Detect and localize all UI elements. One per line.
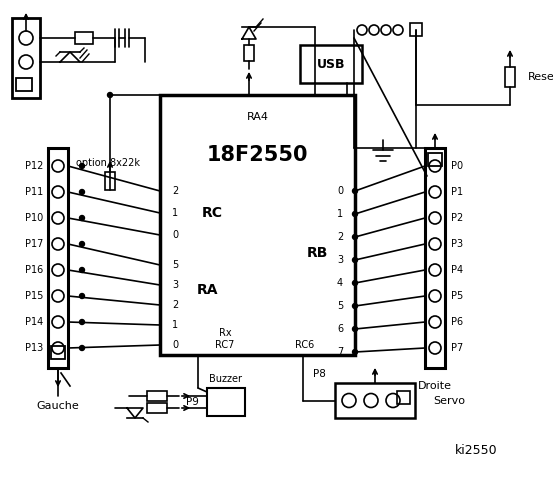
- Text: P16: P16: [25, 265, 43, 275]
- Bar: [300, 45, 362, 83]
- Text: P1: P1: [451, 187, 463, 197]
- Text: P5: P5: [451, 291, 463, 301]
- Circle shape: [80, 216, 85, 220]
- Text: Buzzer: Buzzer: [210, 374, 243, 384]
- Bar: [75, 32, 93, 44]
- Text: 5: 5: [337, 301, 343, 311]
- Bar: [425, 148, 445, 368]
- Text: P15: P15: [25, 291, 43, 301]
- Text: 18F2550: 18F2550: [207, 145, 308, 165]
- Text: P12: P12: [25, 161, 43, 171]
- Circle shape: [352, 280, 357, 286]
- Text: P9: P9: [186, 397, 199, 407]
- Text: 2: 2: [172, 300, 178, 310]
- Text: P0: P0: [451, 161, 463, 171]
- Text: P17: P17: [25, 239, 43, 249]
- Bar: [16, 78, 32, 91]
- Text: 0: 0: [172, 230, 178, 240]
- Text: 2: 2: [337, 232, 343, 242]
- Bar: [207, 388, 245, 416]
- Bar: [410, 23, 422, 36]
- Text: Rx: Rx: [218, 328, 231, 338]
- Text: 4: 4: [337, 278, 343, 288]
- Text: 3: 3: [172, 280, 178, 290]
- Bar: [12, 18, 40, 98]
- Text: P14: P14: [25, 317, 43, 327]
- Circle shape: [80, 267, 85, 273]
- Text: P3: P3: [451, 239, 463, 249]
- Text: P13: P13: [25, 343, 43, 353]
- Text: Droite: Droite: [418, 381, 452, 391]
- Text: P2: P2: [451, 213, 463, 223]
- Circle shape: [80, 320, 85, 324]
- Text: P11: P11: [25, 187, 43, 197]
- Text: Gauche: Gauche: [36, 401, 80, 411]
- Circle shape: [352, 189, 357, 193]
- Text: RB: RB: [306, 246, 328, 260]
- Circle shape: [352, 235, 357, 240]
- Circle shape: [80, 164, 85, 168]
- Circle shape: [80, 241, 85, 247]
- Text: RC7: RC7: [215, 340, 234, 350]
- Text: 5: 5: [172, 260, 178, 270]
- Circle shape: [107, 93, 112, 97]
- Bar: [244, 45, 254, 61]
- Text: RA: RA: [197, 283, 219, 297]
- Circle shape: [352, 326, 357, 332]
- Text: RA4: RA4: [247, 112, 269, 122]
- Circle shape: [80, 293, 85, 299]
- Text: 0: 0: [337, 186, 343, 196]
- Text: 0: 0: [172, 340, 178, 350]
- Text: USB: USB: [317, 58, 345, 71]
- Text: RC: RC: [201, 206, 222, 220]
- Bar: [428, 153, 442, 166]
- Text: 7: 7: [337, 347, 343, 357]
- Bar: [105, 172, 115, 190]
- Bar: [335, 383, 415, 418]
- Circle shape: [80, 190, 85, 194]
- Text: P4: P4: [451, 265, 463, 275]
- Text: option 8x22k: option 8x22k: [76, 158, 140, 168]
- Text: P10: P10: [25, 213, 43, 223]
- Bar: [147, 403, 167, 413]
- Bar: [160, 95, 355, 355]
- Text: P7: P7: [451, 343, 463, 353]
- Circle shape: [80, 346, 85, 350]
- Text: 1: 1: [172, 208, 178, 218]
- Text: Servo: Servo: [433, 396, 465, 406]
- Text: ki2550: ki2550: [455, 444, 497, 456]
- Text: 2: 2: [172, 186, 178, 196]
- Text: 1: 1: [172, 320, 178, 330]
- Bar: [48, 148, 68, 368]
- Text: Reset: Reset: [528, 72, 553, 82]
- Text: 1: 1: [337, 209, 343, 219]
- Text: 6: 6: [337, 324, 343, 334]
- Circle shape: [352, 212, 357, 216]
- Text: P8: P8: [312, 369, 325, 379]
- Text: RC6: RC6: [295, 340, 315, 350]
- Text: 3: 3: [337, 255, 343, 265]
- Bar: [397, 391, 410, 404]
- Bar: [51, 346, 65, 359]
- Text: P6: P6: [451, 317, 463, 327]
- Circle shape: [352, 349, 357, 355]
- Circle shape: [352, 257, 357, 263]
- Bar: [505, 67, 515, 87]
- Circle shape: [352, 303, 357, 309]
- Bar: [147, 391, 167, 401]
